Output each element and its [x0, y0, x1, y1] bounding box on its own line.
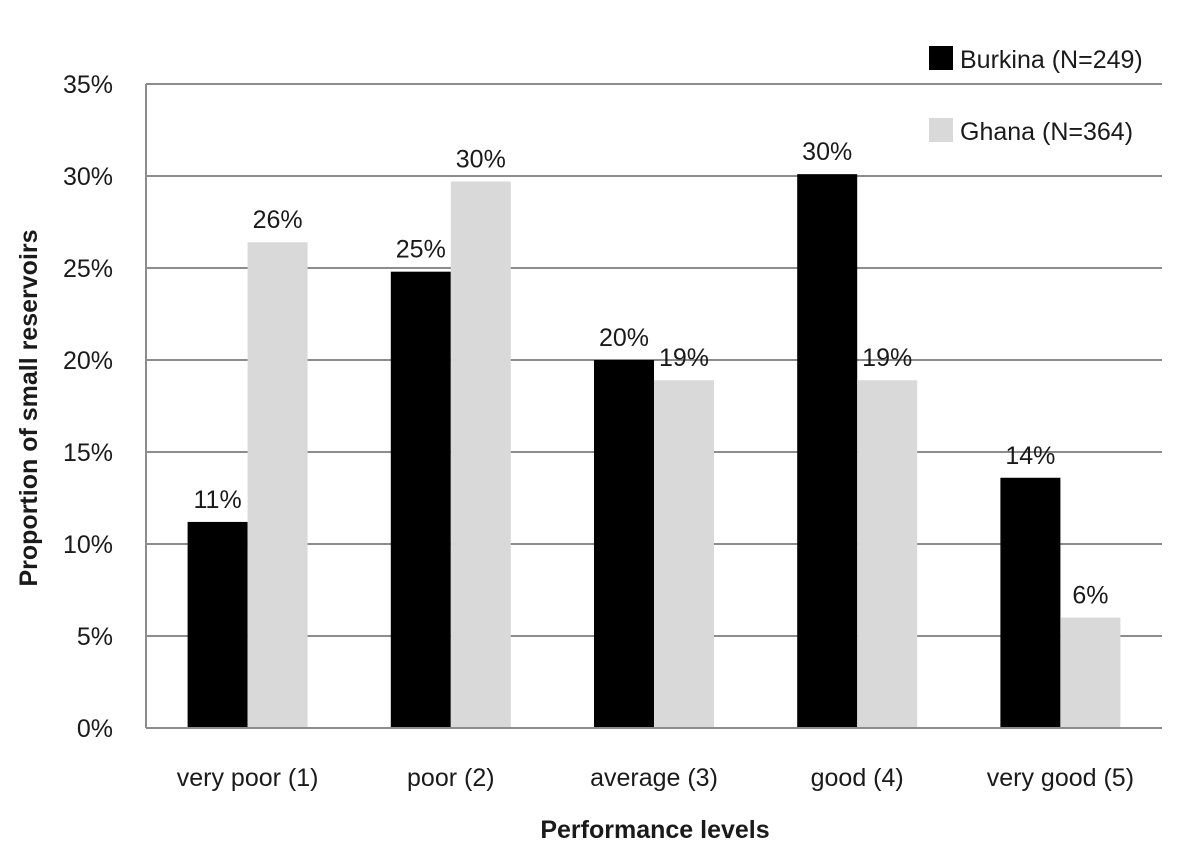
legend-swatch	[929, 118, 953, 142]
data-label: 14%	[1005, 442, 1055, 470]
data-label: 30%	[456, 146, 506, 174]
bar-ghana	[247, 242, 308, 729]
legend: Burkina (N=249) Ghana (N=364)	[929, 46, 1143, 146]
x-tick-label: poor (2)	[407, 764, 495, 792]
legend-label: Burkina (N=249)	[960, 46, 1143, 74]
bars	[187, 174, 1121, 729]
x-tick-label: very poor (1)	[177, 764, 319, 792]
axes: 0% 5% 10% 15% 20% 25% 30% 35% very poor (1) poor …	[63, 71, 1162, 792]
y-tick-label: 0%	[77, 715, 113, 743]
data-label: 19%	[862, 344, 912, 372]
y-tick-label: 10%	[63, 531, 113, 559]
legend-label: Ghana (N=364)	[960, 118, 1133, 146]
bar-burkina	[1000, 477, 1061, 728]
data-label: 26%	[253, 206, 303, 234]
bar-burkina	[187, 521, 248, 728]
data-label: 30%	[802, 138, 852, 166]
data-label: 20%	[599, 324, 649, 352]
x-axis-title: Performance levels	[540, 816, 769, 844]
data-label: 19%	[659, 344, 709, 372]
bar-ghana	[654, 380, 714, 728]
x-tick-label: very good (5)	[987, 764, 1134, 792]
bar-burkina	[797, 174, 858, 728]
bar-burkina	[390, 271, 451, 728]
y-tick-label: 5%	[77, 623, 113, 651]
bar-burkina	[594, 360, 654, 728]
bar-ghana	[857, 380, 918, 728]
y-tick-label: 20%	[63, 347, 113, 375]
bar-ghana	[1060, 617, 1121, 728]
y-tick-label: 35%	[63, 71, 113, 99]
data-labels: 11% 26% 25% 30% 20% 19% 30% 19% 14% 6%	[194, 138, 1109, 609]
y-axis-title: Proportion of small reservoirs	[15, 229, 43, 586]
legend-swatch	[929, 46, 953, 70]
y-tick-label: 30%	[63, 163, 113, 191]
data-label: 11%	[194, 486, 242, 514]
data-label: 6%	[1072, 582, 1108, 610]
x-tick-label: average (3)	[590, 764, 718, 792]
data-label: 25%	[396, 236, 446, 264]
bar-ghana	[450, 181, 511, 728]
y-tick-label: 25%	[63, 255, 113, 283]
x-tick-label: good (4)	[811, 764, 904, 792]
y-tick-label: 15%	[63, 439, 113, 467]
